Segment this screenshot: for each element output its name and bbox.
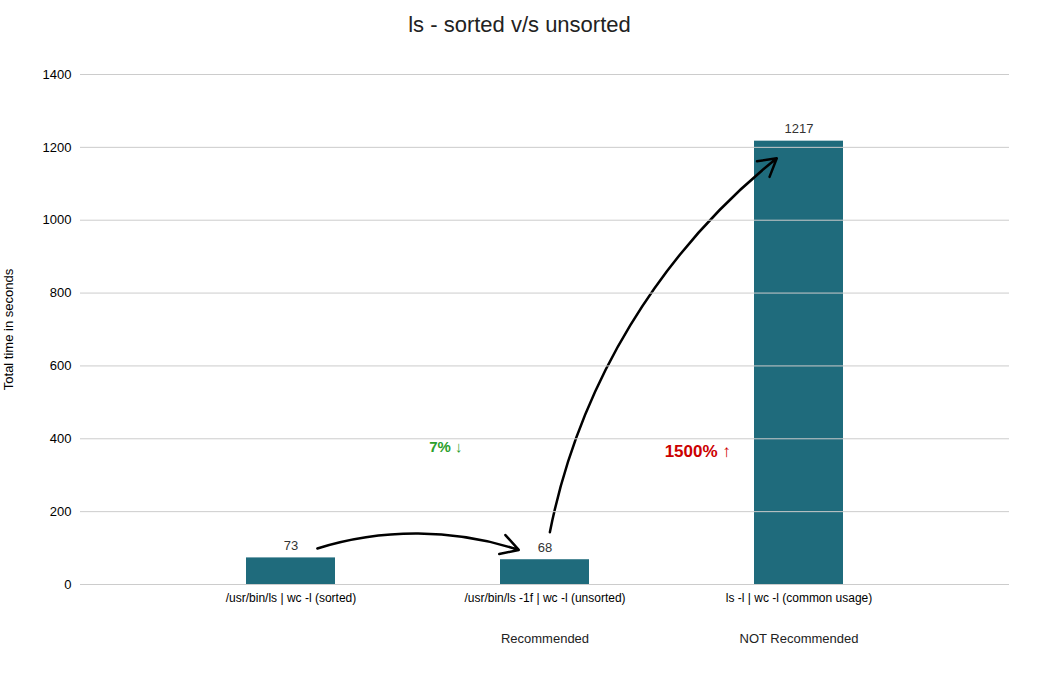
svg-text:ls -l | wc -l (common usage): ls -l | wc -l (common usage) (726, 591, 872, 605)
svg-text:1217: 1217 (785, 121, 814, 136)
svg-text:/usr/bin/ls -1f | wc -l (unsor: /usr/bin/ls -1f | wc -l (unsorted) (464, 591, 625, 605)
svg-text:7% ↓: 7% ↓ (429, 438, 462, 455)
svg-text:800: 800 (50, 285, 72, 300)
svg-text:NOT Recommended: NOT Recommended (740, 631, 859, 646)
svg-text:400: 400 (50, 431, 72, 446)
svg-text:Recommended: Recommended (501, 631, 589, 646)
svg-text:1400: 1400 (43, 67, 72, 82)
svg-text:1200: 1200 (43, 140, 72, 155)
svg-text:73: 73 (284, 538, 298, 553)
svg-text:600: 600 (50, 358, 72, 373)
svg-text:Total time in seconds: Total time in seconds (1, 268, 16, 390)
svg-text:/usr/bin/ls | wc -l (sorted): /usr/bin/ls | wc -l (sorted) (226, 591, 356, 605)
svg-text:0: 0 (64, 577, 71, 592)
svg-text:200: 200 (50, 504, 72, 519)
html-text:ls - sorted v/s unsorted: ls - sorted v/s unsorted (408, 12, 631, 37)
svg-text:1000: 1000 (43, 212, 72, 227)
svg-text:68: 68 (538, 540, 552, 555)
svg-text:1500% ↑: 1500% ↑ (665, 442, 731, 461)
